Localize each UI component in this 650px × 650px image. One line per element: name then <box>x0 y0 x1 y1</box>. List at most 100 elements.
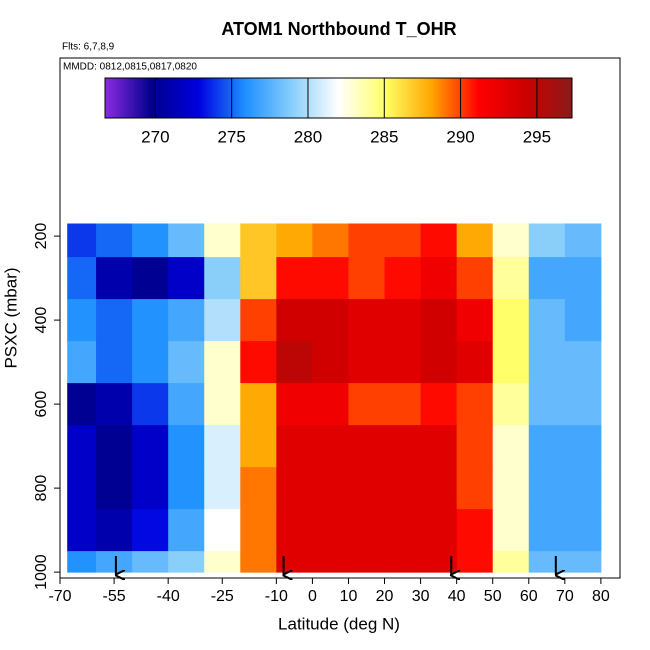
heat-cell <box>564 383 602 426</box>
heat-cell <box>312 299 349 342</box>
subtitle: Flts: 6,7,8,9 <box>62 42 115 53</box>
heat-cell <box>96 223 133 258</box>
heat-cell <box>456 257 494 300</box>
heat-cell <box>168 383 205 426</box>
heat-cell <box>96 551 133 573</box>
heat-cell <box>348 299 386 342</box>
heat-cell <box>492 341 530 384</box>
heat-cell <box>528 223 566 258</box>
heat-cell <box>240 299 277 342</box>
heat-cell <box>528 341 566 384</box>
heat-cell <box>528 383 566 426</box>
heat-cell <box>492 223 530 258</box>
heat-cell <box>132 425 169 468</box>
x-tick-label: -70 <box>48 588 71 605</box>
heat-cell <box>456 341 494 384</box>
heat-cell <box>456 467 494 510</box>
heat-cell <box>384 467 422 510</box>
colorbar-tick-label: 290 <box>446 127 474 146</box>
heat-cell <box>456 425 494 468</box>
heat-cell <box>384 257 422 300</box>
heat-cell <box>96 341 133 384</box>
chart-title: ATOM1 Northbound T_OHR <box>221 19 456 39</box>
heat-cell <box>168 509 205 552</box>
heat-cell <box>456 299 494 342</box>
heat-cell <box>132 467 169 510</box>
heat-cell <box>528 257 566 300</box>
x-tick-label: 0 <box>308 588 317 605</box>
heat-cell <box>312 223 349 258</box>
heat-cell <box>312 257 349 300</box>
heat-cell <box>564 299 602 342</box>
heat-cell <box>240 341 277 384</box>
heat-cell <box>67 467 97 510</box>
heat-cell <box>67 299 97 342</box>
y-tick-label: 200 <box>33 223 50 250</box>
heat-cell <box>204 467 241 510</box>
heat-cell <box>384 551 422 573</box>
x-tick-label: 30 <box>412 588 430 605</box>
heat-cell <box>312 509 349 552</box>
x-tick-label: -25 <box>211 588 234 605</box>
heat-cell <box>492 383 530 426</box>
heat-cell <box>276 509 313 552</box>
heat-cell <box>132 299 169 342</box>
heat-cell <box>420 551 458 573</box>
x-tick-label: 20 <box>376 588 394 605</box>
heat-cell <box>67 341 97 384</box>
heat-cell <box>240 223 277 258</box>
heat-cell <box>492 551 530 573</box>
y-tick-label: 800 <box>33 475 50 502</box>
heat-cell <box>132 223 169 258</box>
heat-cell <box>67 257 97 300</box>
heat-cell <box>348 425 386 468</box>
heat-cell <box>312 467 349 510</box>
heat-cell <box>528 551 566 573</box>
heat-cell <box>492 257 530 300</box>
heat-cell <box>132 509 169 552</box>
heat-cell <box>348 223 386 258</box>
heat-cell <box>348 341 386 384</box>
heat-cell <box>348 257 386 300</box>
colorbar-tick-label: 280 <box>294 127 322 146</box>
heat-cell <box>67 425 97 468</box>
heat-cell <box>96 383 133 426</box>
heat-cell <box>168 299 205 342</box>
heat-cell <box>132 383 169 426</box>
heat-cell <box>276 223 313 258</box>
heat-cell <box>168 467 205 510</box>
x-axis-label: Latitude (deg N) <box>278 614 400 633</box>
heat-cell <box>132 341 169 384</box>
heat-cell <box>492 467 530 510</box>
heat-cell <box>240 425 277 468</box>
heat-cell <box>276 383 313 426</box>
heat-cell <box>384 341 422 384</box>
heat-cell <box>420 425 458 468</box>
heat-cell <box>420 383 458 426</box>
x-tick-label: 80 <box>592 588 610 605</box>
heat-cell <box>420 341 458 384</box>
heat-cell <box>276 257 313 300</box>
heat-cell <box>276 425 313 468</box>
heat-cell <box>312 341 349 384</box>
heat-cell <box>240 509 277 552</box>
heat-cell <box>276 341 313 384</box>
heat-cell <box>528 509 566 552</box>
heat-cell <box>204 383 241 426</box>
heat-cell <box>168 341 205 384</box>
heat-cell <box>564 425 602 468</box>
heat-cell <box>204 223 241 258</box>
y-tick-label: 1000 <box>33 554 50 590</box>
x-tick-label: -40 <box>157 588 180 605</box>
heat-cell <box>96 509 133 552</box>
heat-cell <box>204 509 241 552</box>
y-tick-label: 600 <box>33 391 50 418</box>
heat-cell <box>204 425 241 468</box>
heat-cell <box>204 551 241 573</box>
heat-cell <box>528 467 566 510</box>
heat-cell <box>204 299 241 342</box>
heat-cell <box>456 551 494 573</box>
heat-cell <box>348 383 386 426</box>
heat-cell <box>240 551 277 573</box>
x-tick-label: 70 <box>556 588 574 605</box>
